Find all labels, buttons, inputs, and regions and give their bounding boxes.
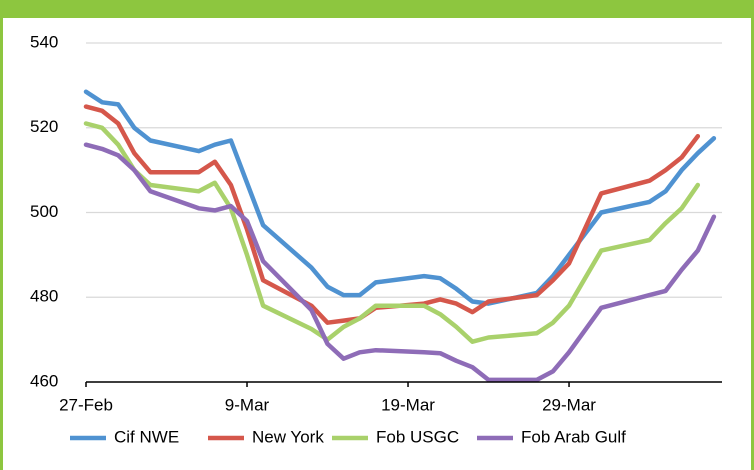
legend-label: Fob Arab Gulf (521, 427, 626, 446)
x-tick-label: 9-Mar (225, 395, 270, 414)
x-tick-label: 19-Mar (381, 395, 435, 414)
right-border (751, 0, 754, 470)
legend: Cif NWE New York Fob USGC Fob Arab Gulf (70, 427, 626, 446)
x-tick-label: 29-Mar (542, 395, 596, 414)
series-line (83, 89, 717, 306)
y-tick-label: 500 (30, 202, 58, 221)
x-tick-label: 27-Feb (59, 395, 113, 414)
y-tick-label: 540 (30, 32, 58, 51)
left-border (0, 0, 3, 470)
series-line (83, 142, 717, 383)
lines (83, 89, 717, 383)
legend-label: Fob USGC (376, 427, 459, 446)
legend-label: New York (252, 427, 324, 446)
legend-label: Cif NWE (114, 427, 179, 446)
y-tick-label: 520 (30, 117, 58, 136)
y-tick-label: 480 (30, 287, 58, 306)
header-bar (0, 0, 754, 18)
y-tick-label: 460 (30, 371, 58, 390)
axes: 460 480 500 520 540 27-Feb 9-Mar 19-Mar 29-Mar (30, 32, 722, 414)
series-line (83, 121, 701, 344)
